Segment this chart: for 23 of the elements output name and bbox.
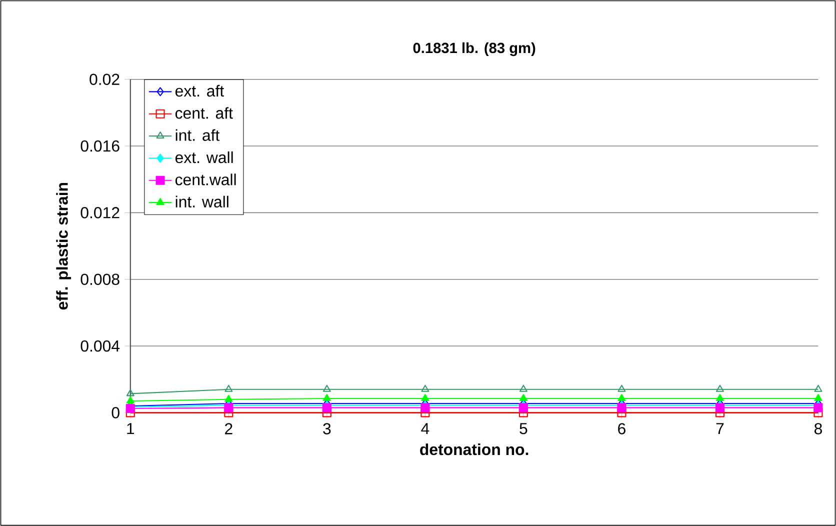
y-axis-title: eff. plastic strain bbox=[56, 182, 72, 310]
legend-label: ext. wall bbox=[175, 151, 233, 164]
chart-title: 0.1831 lb. (83 gm) bbox=[413, 42, 536, 56]
legend-label: int. wall bbox=[176, 196, 228, 208]
legend-label: ext. aft bbox=[175, 84, 224, 97]
y-tick-label: 0.004 bbox=[80, 340, 120, 352]
x-tick-label: 7 bbox=[716, 423, 724, 434]
x-tick-label: 3 bbox=[323, 423, 331, 434]
legend-label: cent. aft bbox=[175, 107, 233, 119]
x-tick-label: 6 bbox=[618, 423, 626, 434]
legend-label: int. aft bbox=[176, 129, 220, 141]
legend-label: cent.wall bbox=[175, 174, 236, 186]
y-tick-label: 0 bbox=[112, 407, 120, 418]
x-tick-label: 2 bbox=[225, 423, 232, 434]
y-tick-label: 0.012 bbox=[80, 207, 120, 218]
x-tick-label: 8 bbox=[814, 423, 822, 434]
y-tick-label: 0.02 bbox=[90, 74, 120, 85]
x-tick-label: 5 bbox=[520, 423, 528, 434]
y-tick-label: 0.008 bbox=[80, 274, 120, 285]
x-tick-label: 4 bbox=[421, 423, 430, 434]
y-tick-label: 0.016 bbox=[80, 140, 120, 152]
x-tick-label: 1 bbox=[127, 423, 134, 434]
x-axis-title: detonation no. bbox=[420, 443, 528, 456]
